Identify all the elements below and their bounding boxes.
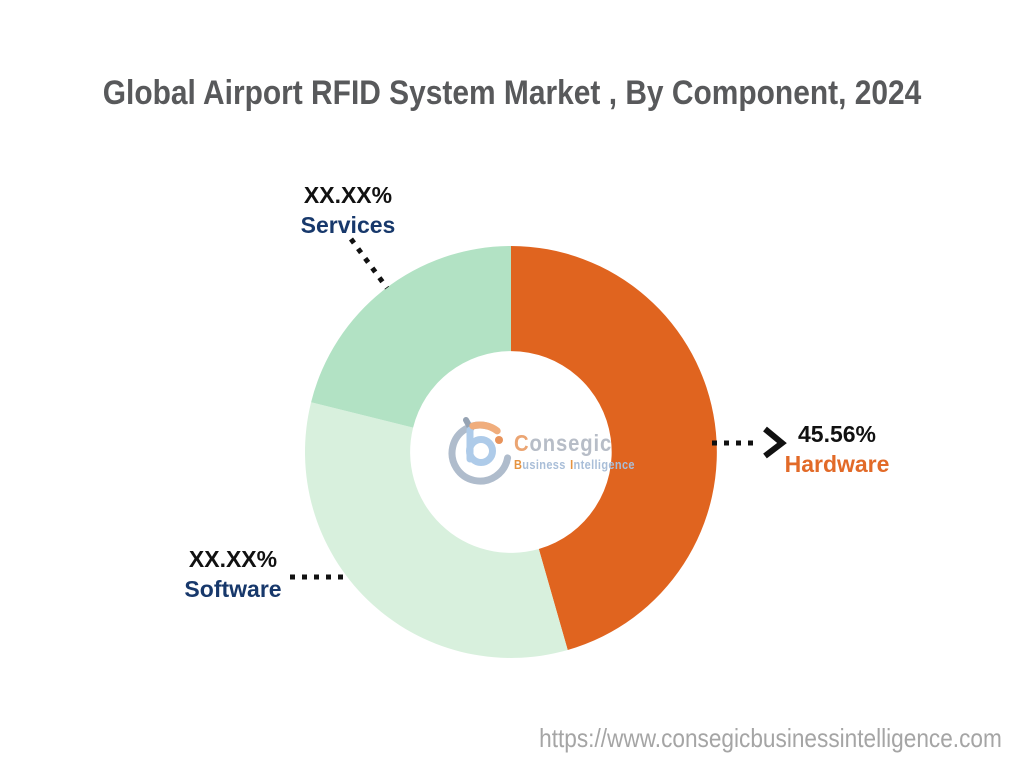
software-callout: XX.XX% Software (184, 546, 281, 604)
consegic-brand-name: Consegic (514, 430, 613, 456)
services-callout: XX.XX% Services (301, 182, 396, 240)
hardware-callout: 45.56% Hardware (785, 421, 890, 479)
consegic-logo-icon (448, 417, 512, 485)
donut-segment-software (305, 402, 568, 658)
services-percent: XX.XX% (303, 182, 393, 208)
services-label: Services (300, 212, 396, 238)
donut-segment-services (311, 246, 511, 428)
software-percent: XX.XX% (188, 546, 278, 572)
consegic-tagline: Business Intelligence (514, 458, 635, 472)
hardware-arrowhead-icon (763, 426, 787, 459)
footer-url[interactable]: https://www.consegicbusinessintelligence… (539, 723, 1002, 753)
donut-segment-hardware (511, 246, 717, 650)
hardware-percent: 45.56% (797, 421, 877, 447)
consegic-logo-text: Consegic Business Intelligence (514, 431, 635, 473)
software-label: Software (184, 576, 282, 602)
leader-lines (290, 237, 787, 580)
hardware-label: Hardware (784, 451, 890, 477)
chart-title: Global Airport RFID System Market , By C… (102, 74, 922, 112)
services-leader-line (348, 237, 390, 290)
donut-segments (305, 246, 717, 658)
